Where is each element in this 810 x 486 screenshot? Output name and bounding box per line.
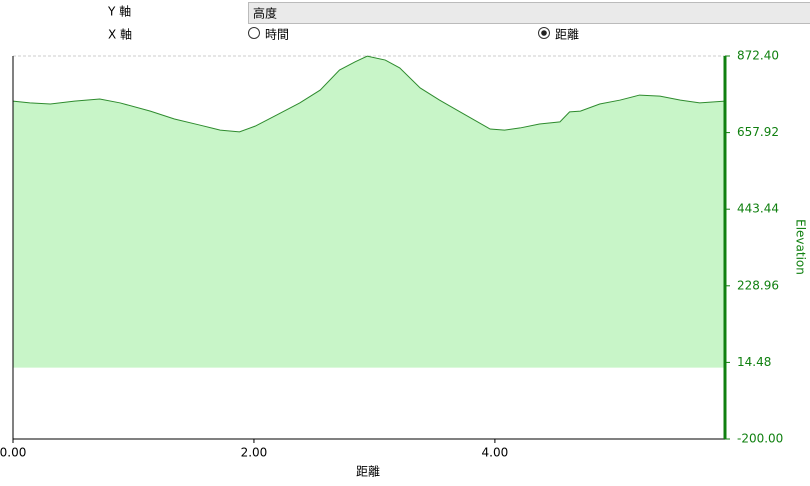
x-tick-label: 0.00 bbox=[0, 446, 26, 460]
radio-label[interactable]: 距離 bbox=[555, 28, 579, 42]
y-tick-label: 14.48 bbox=[737, 355, 771, 369]
y-tick-label: 443.44 bbox=[737, 202, 779, 216]
x-axis-title: 距離 bbox=[356, 465, 380, 479]
y-axis-title: Elevation bbox=[794, 219, 808, 275]
y-tick-label: -200.00 bbox=[737, 432, 783, 446]
y-axis-dropdown[interactable] bbox=[249, 3, 810, 24]
x-axis-options: 時間 距離 bbox=[249, 28, 580, 42]
y-tick-label: 872.40 bbox=[737, 49, 779, 63]
chart: -200.00 14.48 228.96 443.44 657.92 872.40 0.00… bbox=[0, 49, 808, 479]
radio-dot[interactable] bbox=[541, 30, 547, 36]
radio-label[interactable]: 時間 bbox=[265, 28, 289, 42]
y-tick-label: 657.92 bbox=[737, 125, 779, 139]
x-tick-label: 4.00 bbox=[482, 446, 509, 460]
y-tick-label: 228.96 bbox=[737, 278, 779, 292]
y-axis-value[interactable]: 高度 bbox=[253, 6, 277, 21]
y-axis-label: Y 軸 bbox=[107, 5, 131, 19]
radio-button[interactable] bbox=[249, 28, 260, 39]
x-axis-label: X 軸 bbox=[108, 28, 132, 42]
x-tick-label: 2.00 bbox=[241, 446, 268, 460]
